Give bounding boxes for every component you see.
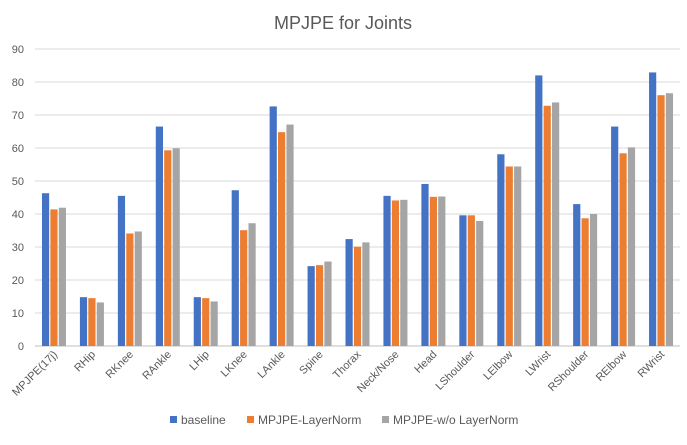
bar-mpjpe-layernorm-lknee (240, 230, 248, 346)
legend: baseline MPJPE-LayerNorm MPJPE-w/o LayerNo… (170, 413, 518, 427)
bar-mpjpe-w-o-layernorm-rankle (172, 148, 180, 346)
legend-swatch-baseline (170, 416, 177, 423)
y-tick-label: 50 (12, 176, 24, 188)
bar-baseline-lwrist (535, 75, 543, 347)
x-tick-label: LKnee (219, 349, 250, 380)
bar-mpjpe-w-o-layernorm-rshoulder (589, 214, 598, 346)
bar-mpjpe-layernorm-rknee (126, 233, 134, 346)
bar-baseline-relbow (611, 126, 619, 346)
bar-mpjpe-w-o-layernorm-rwrist (665, 93, 674, 346)
bar-baseline-lhip (193, 297, 201, 346)
y-tick-label: 0 (18, 341, 24, 353)
bar-baseline-rknee (117, 195, 126, 346)
x-tick-label: Thorax (331, 348, 364, 381)
bar-mpjpe-w-o-layernorm-rknee (134, 231, 142, 346)
x-tick-label: LHip (187, 349, 211, 373)
bar-mpjpe-layernorm-rshoulder (581, 218, 589, 346)
legend-swatch-mpjpe-layernorm (247, 416, 254, 423)
y-tick-label: 30 (12, 242, 24, 254)
bar-mpjpe-layernorm-lankle (278, 132, 286, 346)
bar-mpjpe-layernorm-head (429, 196, 437, 346)
legend-label-baseline: baseline (181, 413, 226, 427)
bar-mpjpe-w-o-layernorm-rhip (96, 302, 104, 346)
x-tick-label: RHip (72, 349, 98, 375)
y-tick-label: 70 (12, 110, 24, 122)
x-tick-label: RWrist (636, 349, 668, 381)
x-tick-label: LElbow (481, 349, 515, 383)
bar-baseline-head (421, 183, 429, 346)
bar-mpjpe-layernorm-lshoulder (467, 215, 475, 346)
bar-mpjpe-w-o-layernorm-lelbow (514, 166, 522, 346)
bar-mpjpe-layernorm-spine (315, 265, 324, 346)
bar-mpjpe-w-o-layernorm-lhip (210, 301, 218, 346)
x-tick-label: MPJPE(17j) (10, 349, 60, 399)
bar-mpjpe-w-o-layernorm-mpjpe-17j (58, 207, 66, 346)
bars (41, 72, 674, 347)
legend-label-mpjpe-layernorm: MPJPE-LayerNorm (258, 413, 361, 427)
bar-baseline-lelbow (497, 154, 505, 346)
bar-mpjpe-w-o-layernorm-lshoulder (476, 220, 484, 346)
gridlines (35, 48, 680, 347)
y-tick-label: 10 (12, 308, 24, 320)
chart-title: MPJPE for Joints (274, 13, 412, 33)
y-tick-label: 90 (12, 44, 24, 56)
bar-baseline-mpjpe-17j (41, 193, 50, 346)
bar-mpjpe-layernorm-thorax (353, 246, 362, 346)
bar-baseline-lshoulder (459, 215, 467, 346)
bar-mpjpe-w-o-layernorm-relbow (627, 147, 636, 346)
x-tick-label: RShoulder (546, 348, 591, 393)
x-tick-label: LWrist (524, 349, 554, 379)
legend-swatch-mpjpe-w-o-layernorm (382, 416, 389, 423)
bar-mpjpe-w-o-layernorm-spine (324, 261, 332, 346)
x-tick-label: Spine (297, 349, 325, 377)
y-tick-label: 80 (12, 77, 24, 89)
x-tick-label: LShoulder (433, 348, 477, 392)
y-tick-label: 40 (12, 209, 24, 221)
bar-mpjpe-layernorm-relbow (619, 153, 627, 346)
bar-mpjpe-layernorm-rhip (88, 298, 96, 346)
bar-baseline-rwrist (649, 72, 657, 347)
bar-baseline-thorax (345, 239, 353, 346)
bar-mpjpe-w-o-layernorm-lankle (286, 124, 294, 346)
y-tick-label: 20 (12, 275, 24, 287)
y-axis-labels: 0 10 20 30 40 50 60 70 80 90 (12, 44, 24, 353)
bar-mpjpe-layernorm-mpjpe-17j (50, 209, 58, 346)
bar-mpjpe-layernorm-rankle (164, 150, 172, 346)
bar-mpjpe-w-o-layernorm-lwrist (552, 102, 560, 347)
x-tick-label: LAnkle (255, 349, 287, 381)
bar-baseline-rhip (79, 297, 88, 346)
bar-mpjpe-layernorm-lwrist (543, 105, 551, 346)
bar-mpjpe-layernorm-neck-nose (391, 200, 400, 346)
legend-label-mpjpe-w-o-layernorm: MPJPE-w/o LayerNorm (393, 413, 518, 427)
bar-mpjpe-layernorm-rwrist (657, 95, 665, 346)
bar-mpjpe-w-o-layernorm-lknee (248, 223, 256, 346)
x-tick-label: RAnkle (140, 349, 174, 383)
bar-baseline-spine (307, 266, 315, 346)
bar-baseline-neck-nose (383, 195, 391, 346)
bar-mpjpe-layernorm-lelbow (505, 166, 513, 346)
bar-baseline-rankle (155, 126, 163, 346)
x-tick-label: RElbow (594, 349, 629, 384)
bar-mpjpe-w-o-layernorm-thorax (362, 242, 370, 346)
bar-baseline-rshoulder (573, 204, 581, 346)
x-axis-labels: MPJPE(17j) RHip RKnee RAnkle LHip LKnee LAnkle… (10, 348, 667, 398)
bar-mpjpe-w-o-layernorm-neck-nose (400, 199, 408, 346)
y-tick-label: 60 (12, 143, 24, 155)
bar-baseline-lankle (269, 106, 277, 346)
x-tick-label: RKnee (104, 349, 136, 381)
bar-mpjpe-layernorm-lhip (202, 298, 210, 346)
bar-baseline-lknee (231, 190, 239, 346)
x-tick-label: Head (412, 349, 439, 376)
bar-mpjpe-w-o-layernorm-head (438, 196, 446, 346)
